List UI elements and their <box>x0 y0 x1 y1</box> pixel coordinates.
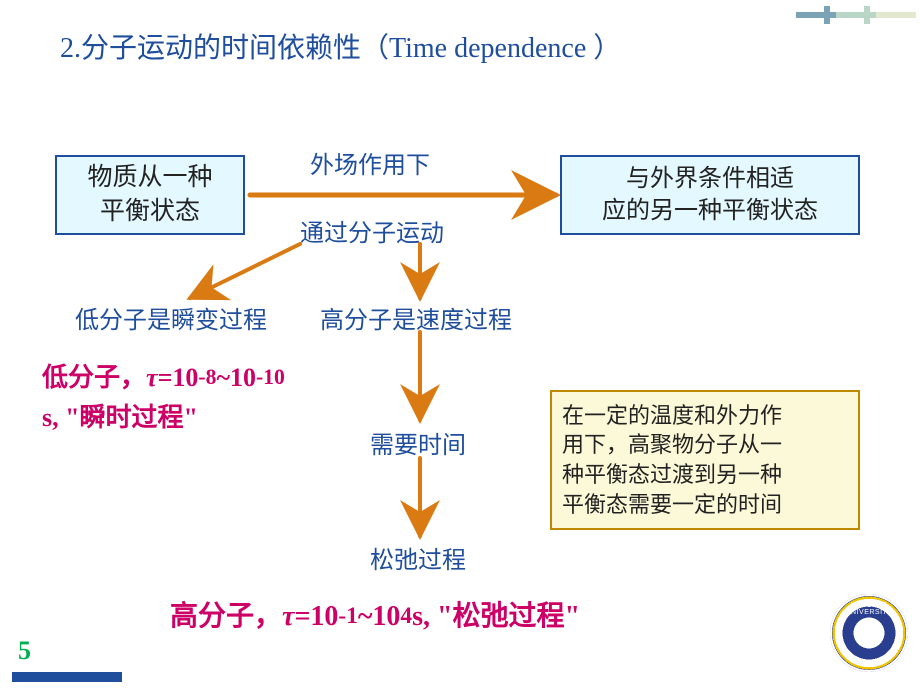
box-state-to-l1: 与外界条件相适 <box>626 166 794 192</box>
label-molecular-motion: 通过分子运动 <box>300 218 444 250</box>
box-state-to-l2: 应的另一种平衡状态 <box>602 198 818 224</box>
label-low-molecule: 低分子是瞬变过程 <box>75 305 267 337</box>
note-l4: 平衡态需要一定的时间 <box>562 492 782 517</box>
box-state-from-l1: 物质从一种 <box>87 164 212 191</box>
note-l1: 在一定的温度和外力作 <box>562 403 782 428</box>
box-note: 在一定的温度和外力作 用下，高聚物分子从一 种平衡态过渡到另一种 平衡态需要一定… <box>550 390 860 530</box>
label-need-time: 需要时间 <box>370 430 466 462</box>
label-low-tau: 低分子，τ =10-8~10-10s, "瞬时过程" <box>42 358 342 439</box>
logo-text: YANGTZE UNIVERSITY <box>830 602 908 616</box>
box-state-from-l2: 平衡状态 <box>100 198 200 225</box>
label-high-tau: 高分子，τ =10-1~104 s, "松弛过程" <box>170 598 580 636</box>
note-l3: 种平衡态过渡到另一种 <box>562 462 782 487</box>
title-underline <box>0 0 920 690</box>
label-external-field: 外场作用下 <box>310 150 430 182</box>
box-state-to: 与外界条件相适 应的另一种平衡状态 <box>560 155 860 235</box>
box-state-from: 物质从一种 平衡状态 <box>55 155 245 235</box>
note-l2: 用下，高聚物分子从一 <box>562 432 782 457</box>
label-relaxation: 松弛过程 <box>370 545 466 577</box>
page-number: 5 <box>18 636 31 666</box>
slide-root: 2.分子运动的时间依赖性（Time dependence ） 物质从一种 平衡状… <box>0 0 920 690</box>
university-logo: YANGTZE UNIVERSITY <box>830 594 908 672</box>
slide-title: 2.分子运动的时间依赖性（Time dependence ） <box>60 30 621 68</box>
label-high-molecule: 高分子是速度过程 <box>320 305 512 337</box>
corner-decoration <box>796 2 916 26</box>
